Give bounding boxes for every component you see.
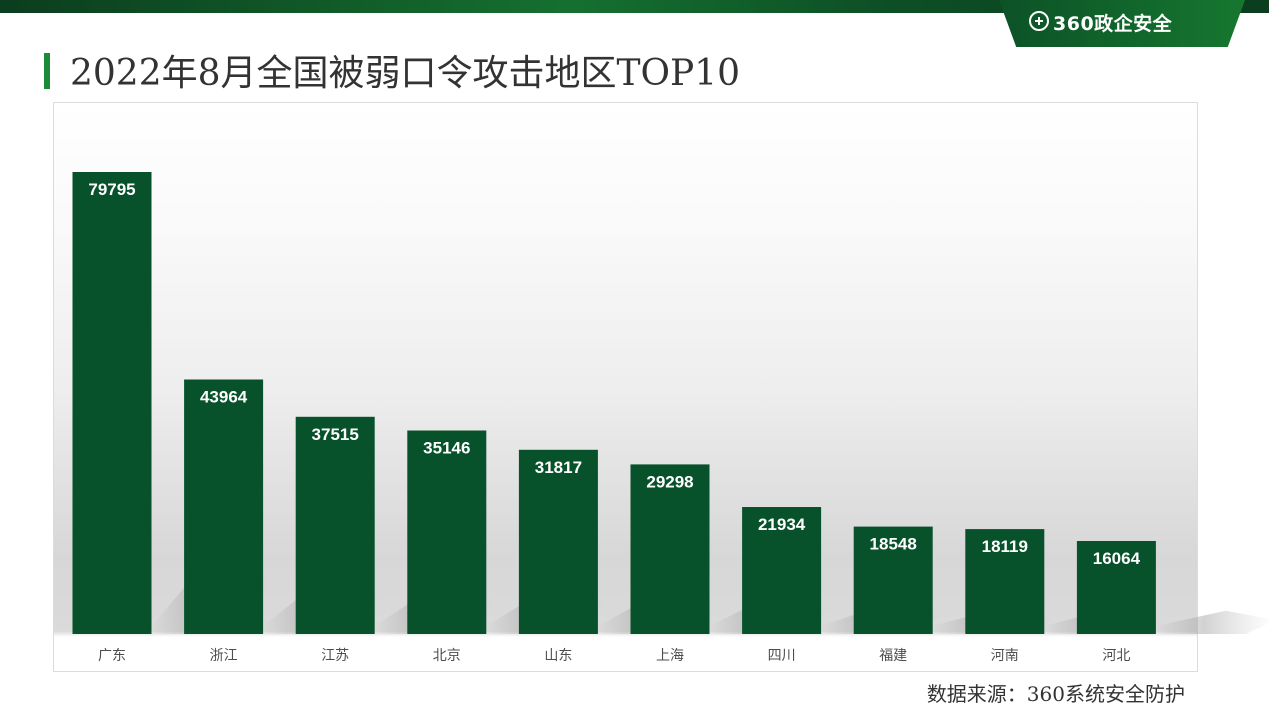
title-accent-bar: [44, 53, 50, 89]
category-label: 广东: [98, 648, 126, 664]
bar: [853, 526, 933, 634]
bar: [630, 464, 710, 634]
category-label: 北京: [433, 648, 461, 664]
category-label: 浙江: [210, 648, 238, 664]
data-label: 37515: [312, 425, 359, 444]
data-label: 31817: [535, 458, 582, 477]
category-label: 山东: [544, 648, 572, 664]
plus-circle-icon: [1029, 11, 1049, 31]
bars: [72, 172, 1156, 634]
data-label: 79795: [88, 180, 135, 199]
data-label: 16064: [1093, 549, 1141, 568]
logo-text: 360政企安全: [1053, 13, 1173, 35]
data-label: 18119: [982, 537, 1028, 556]
data-label: 43964: [200, 388, 248, 407]
category-label: 河北: [1102, 648, 1130, 664]
page-title: 2022年8月全国被弱口令攻击地区TOP10: [70, 53, 741, 94]
data-label: 21934: [758, 515, 806, 534]
bar: [184, 379, 264, 634]
category-label: 福建: [879, 648, 907, 664]
bar: [295, 416, 375, 634]
category-label: 河南: [991, 648, 1019, 664]
data-label: 35146: [423, 439, 470, 458]
bar: [965, 529, 1045, 634]
top-banner: [0, 0, 1269, 13]
data-label: 18548: [870, 535, 917, 554]
category-label: 上海: [656, 648, 684, 664]
data-label: 29298: [646, 472, 693, 491]
bar: [742, 507, 822, 634]
data-source: 数据来源：360系统安全防护: [926, 682, 1185, 706]
value-labels: 79795 43964 37515 35146 31817 29298 21934 18548…: [88, 180, 1140, 568]
category-label: 江苏: [321, 648, 349, 664]
bar: [407, 430, 487, 634]
category-label: 四川: [768, 648, 796, 664]
bar: [518, 449, 598, 634]
category-labels: 广东 浙江 江苏 北京 山东 上海 四川 福建 河南 河北: [98, 648, 1130, 664]
bar-shadow: [1155, 610, 1269, 634]
bar: [72, 172, 152, 634]
bar: [1076, 541, 1156, 634]
brand-logo: 360政企安全: [999, 0, 1245, 47]
